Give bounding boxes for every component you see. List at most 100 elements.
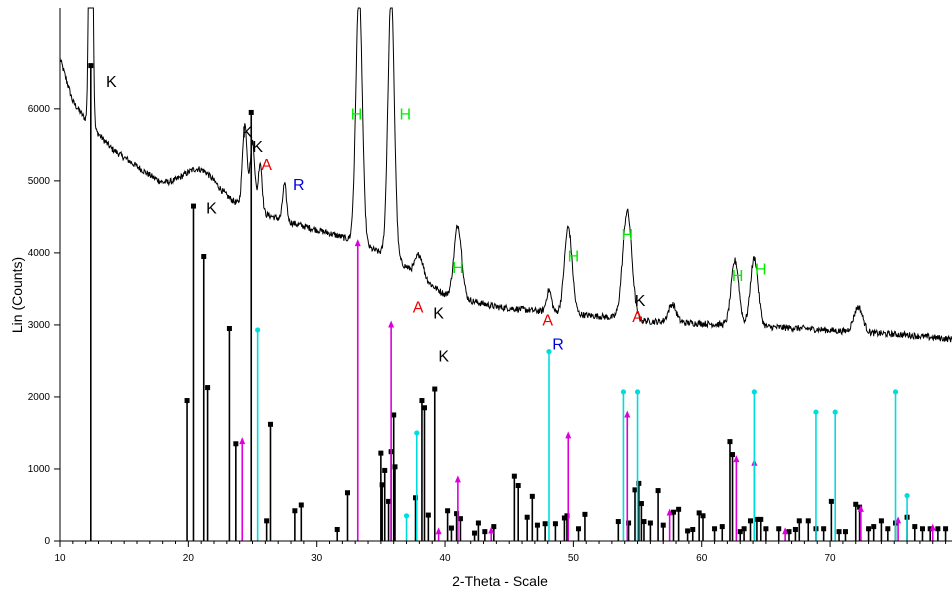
- ref-black-marker-49: [638, 501, 644, 507]
- ref-magenta-marker-2: [388, 320, 395, 328]
- annotation-H-7: H: [399, 107, 411, 124]
- annotation-K-1: K: [206, 200, 217, 217]
- annotation-A-17: A: [632, 309, 643, 326]
- ref-black-marker-22: [422, 405, 428, 411]
- ref-cyan-marker-0: [255, 327, 261, 333]
- ref-magenta-marker-5: [488, 526, 495, 534]
- ref-black-marker-34: [511, 473, 517, 479]
- ref-black-marker-88: [912, 524, 918, 530]
- ref-black-marker-71: [786, 529, 792, 535]
- x-tick-label-3: 40: [439, 553, 451, 564]
- ref-black-marker-54: [670, 509, 676, 515]
- x-tick-label-6: 70: [825, 553, 837, 564]
- annotation-K-3: K: [252, 139, 263, 156]
- diffractogram-line: [59, 7, 952, 343]
- ref-black-marker-78: [836, 529, 842, 535]
- x-tick-label-1: 20: [183, 553, 195, 564]
- ref-black-marker-21: [419, 398, 425, 404]
- ref-black-marker-36: [524, 514, 530, 520]
- ref-black-marker-23: [432, 386, 438, 392]
- ref-black-marker-15: [379, 482, 385, 488]
- ref-black-marker-12: [334, 526, 340, 532]
- ref-black-marker-10: [292, 508, 298, 514]
- ref-black-marker-37: [529, 493, 535, 499]
- ref-black-marker-68: [758, 516, 764, 522]
- ref-cyan-marker-1: [403, 513, 410, 519]
- annotation-H-19: H: [755, 262, 767, 279]
- ref-black-marker-44: [582, 511, 588, 517]
- ref-magenta-marker-8: [666, 508, 673, 516]
- y-tick-label-1: 1000: [28, 464, 51, 475]
- annotation-H-18: H: [732, 268, 744, 285]
- ref-black-marker-26: [445, 508, 451, 514]
- ref-black-marker-51: [647, 520, 653, 526]
- x-tick-label-2: 30: [311, 553, 323, 564]
- ref-black-marker-79: [842, 529, 848, 535]
- x-tick-label-4: 50: [568, 553, 580, 564]
- ref-magenta-marker-14: [929, 523, 936, 531]
- ref-black-marker-4: [205, 385, 211, 391]
- ref-black-marker-40: [552, 521, 558, 527]
- ref-black-marker-82: [866, 526, 872, 532]
- ref-black-marker-7: [248, 109, 254, 115]
- ref-magenta-marker-0: [239, 437, 246, 445]
- ref-black-marker-74: [805, 518, 811, 524]
- ref-black-marker-27: [448, 525, 454, 531]
- ref-black-marker-24: [413, 495, 419, 501]
- ref-black-marker-17: [386, 498, 392, 504]
- annotation-H-14: H: [568, 249, 580, 266]
- ref-magenta-marker-4: [454, 475, 461, 483]
- y-tick-label-6: 6000: [28, 104, 51, 115]
- ref-black-marker-45: [615, 519, 621, 525]
- annotation-A-4: A: [261, 157, 272, 174]
- ref-black-marker-84: [878, 518, 884, 524]
- ref-black-marker-91: [935, 526, 941, 532]
- annotation-K-0: K: [106, 74, 117, 91]
- ref-black-marker-14: [378, 450, 384, 456]
- ref-black-marker-1: [184, 398, 190, 404]
- reference-lines-cyan: [255, 327, 910, 541]
- ref-black-marker-25: [425, 512, 431, 518]
- ref-black-marker-41: [561, 515, 567, 521]
- ref-black-marker-13: [344, 490, 350, 496]
- ref-black-marker-92: [943, 526, 949, 532]
- annotation-K-10: K: [433, 305, 444, 322]
- ref-black-marker-47: [632, 487, 638, 493]
- ref-black-marker-65: [741, 526, 747, 532]
- ref-black-marker-81: [857, 504, 863, 510]
- y-tick-label-4: 4000: [28, 248, 51, 259]
- ref-black-marker-38: [534, 522, 540, 528]
- ref-black-marker-69: [763, 526, 769, 532]
- ref-black-marker-28: [454, 511, 460, 517]
- ref-black-marker-35: [515, 483, 521, 489]
- ref-cyan-marker-7: [813, 409, 819, 415]
- ref-black-marker-62: [727, 439, 733, 445]
- annotation-K-11: K: [438, 349, 449, 366]
- ref-black-marker-8: [264, 518, 270, 524]
- ref-cyan-marker-8: [832, 409, 838, 415]
- reference-lines-black: [88, 63, 949, 541]
- ref-black-marker-90: [927, 526, 933, 532]
- axes: 10 20 30 40 50 60 70 0 1000 2000 3000 4000 5000 6000: [28, 8, 952, 564]
- ref-black-marker-76: [821, 526, 827, 532]
- ref-magenta-marker-1: [354, 239, 361, 247]
- ref-magenta-marker-11: [782, 527, 789, 535]
- ref-black-marker-64: [737, 529, 743, 535]
- y-tick-label-5: 5000: [28, 176, 51, 187]
- ref-black-marker-20: [392, 464, 398, 470]
- ref-black-marker-63: [730, 452, 736, 458]
- ref-black-marker-3: [201, 253, 207, 259]
- annotation-R-5: R: [293, 177, 305, 194]
- x-tick-label-5: 60: [696, 553, 708, 564]
- y-axis-label: Lin (Counts): [9, 257, 25, 333]
- ref-magenta-marker-3: [435, 527, 442, 535]
- ref-magenta-marker-6: [565, 431, 572, 439]
- reference-lines-magenta: [239, 239, 936, 541]
- ref-black-marker-19: [391, 412, 397, 418]
- ref-cyan-marker-10: [904, 493, 910, 499]
- y-tick-label-2: 2000: [28, 392, 51, 403]
- annotation-A-13: A: [542, 313, 553, 330]
- x-axis-label: 2-Theta - Scale: [452, 573, 548, 589]
- ref-black-marker-52: [655, 488, 661, 494]
- ref-black-marker-5: [226, 326, 232, 332]
